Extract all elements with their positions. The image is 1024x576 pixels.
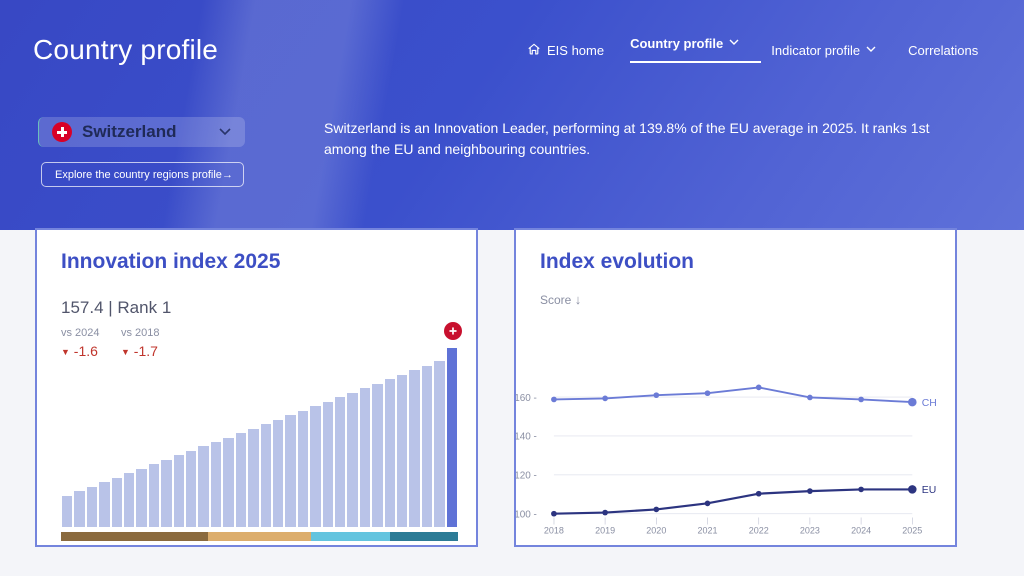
svg-text:|: | (758, 516, 760, 525)
svg-text:2019: 2019 (595, 526, 615, 536)
svg-text:2020: 2020 (646, 526, 666, 536)
svg-text:140 -: 140 - (516, 432, 537, 443)
svg-text:|: | (809, 516, 811, 525)
svg-text:|: | (911, 516, 913, 525)
svg-text:|: | (860, 516, 862, 525)
svg-text:|: | (655, 516, 657, 525)
svg-text:2022: 2022 (749, 526, 769, 536)
svg-text:2021: 2021 (697, 526, 717, 536)
svg-text:|: | (707, 516, 709, 525)
svg-text:EU: EU (922, 485, 936, 496)
svg-text:CH: CH (922, 398, 936, 409)
svg-text:2018: 2018 (544, 526, 564, 536)
svg-text:|: | (604, 516, 606, 525)
svg-text:2024: 2024 (851, 526, 871, 536)
svg-text:100 -: 100 - (516, 509, 537, 520)
svg-text:|: | (553, 516, 555, 525)
svg-text:120 -: 120 - (516, 471, 537, 482)
svg-text:2025: 2025 (902, 526, 922, 536)
svg-text:2023: 2023 (800, 526, 820, 536)
svg-text:160 -: 160 - (516, 393, 537, 404)
